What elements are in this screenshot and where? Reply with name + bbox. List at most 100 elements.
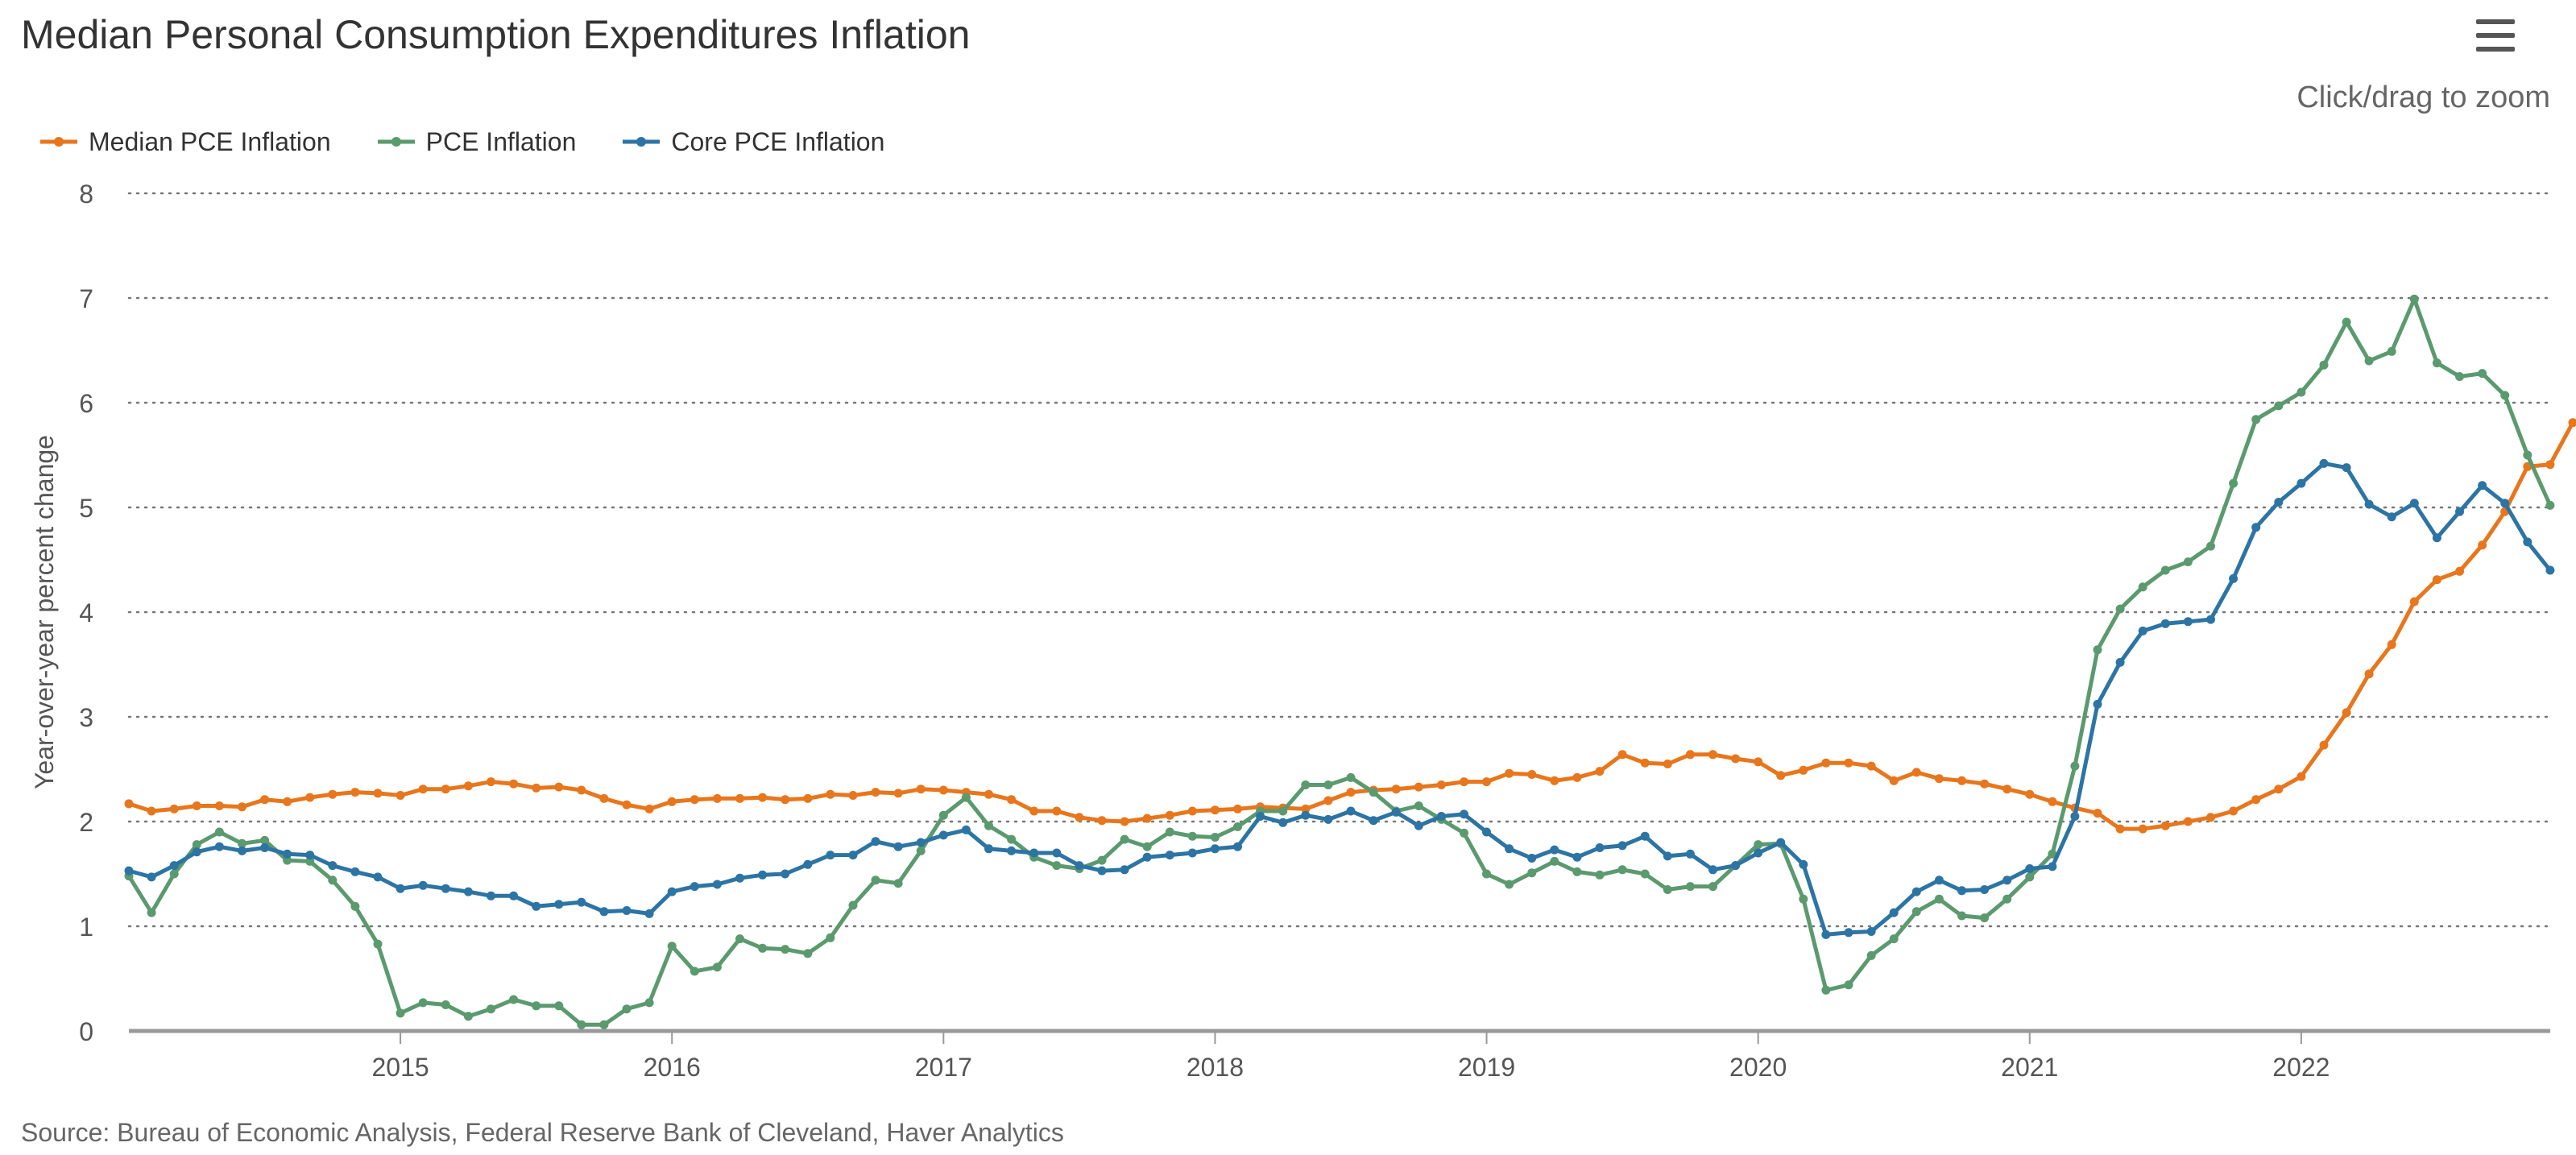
hamburger-menu-icon[interactable] <box>2473 16 2518 55</box>
data-point-pce-inflation <box>1911 907 1921 917</box>
data-point-pce-inflation <box>1640 869 1650 879</box>
data-point-median-pce-inflation <box>2342 708 2351 718</box>
data-point-core-pce-inflation <box>1414 821 1423 830</box>
data-point-core-pce-inflation <box>803 859 813 869</box>
data-point-median-pce-inflation <box>2138 824 2147 834</box>
data-point-median-pce-inflation <box>2093 809 2102 818</box>
data-point-pce-inflation <box>418 998 428 1008</box>
data-point-core-pce-inflation <box>2342 463 2351 473</box>
series-line-core-pce-inflation <box>126 461 2553 937</box>
data-point-median-pce-inflation <box>1934 774 1944 784</box>
data-point-median-pce-inflation <box>1436 780 1446 789</box>
data-point-core-pce-inflation <box>2274 498 2284 507</box>
data-point-pce-inflation <box>214 827 224 837</box>
data-point-median-pce-inflation <box>2251 795 2261 805</box>
data-point-median-pce-inflation <box>916 784 926 794</box>
data-point-pce-inflation <box>984 821 993 830</box>
legend-symbol-core-pce <box>623 137 661 147</box>
legend-item-median-pce[interactable]: Median PCE Inflation <box>39 127 331 157</box>
data-point-pce-inflation <box>938 810 948 820</box>
data-point-median-pce-inflation <box>2409 597 2419 606</box>
data-point-median-pce-inflation <box>826 789 835 799</box>
data-point-core-pce-inflation <box>2002 876 2012 885</box>
data-point-core-pce-inflation <box>554 900 564 909</box>
data-point-core-pce-inflation <box>1029 848 1039 858</box>
data-point-core-pce-inflation <box>2138 626 2147 635</box>
data-point-core-pce-inflation <box>961 825 971 834</box>
data-point-pce-inflation <box>2342 317 2351 327</box>
data-point-core-pce-inflation <box>984 844 993 854</box>
data-point-core-pce-inflation <box>418 880 428 890</box>
legend-item-pce[interactable]: PCE Inflation <box>376 127 576 157</box>
data-point-median-pce-inflation <box>1029 806 1039 816</box>
data-point-median-pce-inflation <box>1007 795 1017 805</box>
data-point-pce-inflation <box>1866 950 1876 960</box>
data-point-pce-inflation <box>1007 834 1017 844</box>
data-point-core-pce-inflation <box>2229 573 2238 583</box>
data-point-pce-inflation <box>2048 849 2057 859</box>
data-point-pce-inflation <box>1685 882 1695 892</box>
data-point-core-pce-inflation <box>1844 928 1853 938</box>
data-point-median-pce-inflation <box>1301 804 1311 813</box>
series-line-median-pce-inflation <box>126 420 2576 831</box>
data-point-median-pce-inflation <box>577 785 586 795</box>
data-point-core-pce-inflation <box>1075 861 1084 871</box>
data-point-median-pce-inflation <box>554 782 564 792</box>
data-point-median-pce-inflation <box>2432 575 2441 585</box>
x-tick-label: 2018 <box>1187 1053 1244 1082</box>
data-point-median-pce-inflation <box>1911 768 1921 777</box>
data-point-core-pce-inflation <box>1301 810 1311 820</box>
data-point-pce-inflation <box>2070 761 2080 771</box>
data-point-median-pce-inflation <box>2319 740 2329 750</box>
data-point-median-pce-inflation <box>938 785 948 795</box>
data-point-core-pce-inflation <box>1911 887 1921 896</box>
data-point-median-pce-inflation <box>1527 770 1537 779</box>
data-point-pce-inflation <box>599 1020 609 1029</box>
chart-title: Median Personal Consumption Expenditures… <box>21 12 971 57</box>
data-point-pce-inflation <box>848 900 858 910</box>
legend-label-median-pce: Median PCE Inflation <box>89 126 331 156</box>
data-point-core-pce-inflation <box>599 907 609 917</box>
data-point-pce-inflation <box>2432 358 2441 368</box>
data-point-pce-inflation <box>1527 868 1537 878</box>
data-point-core-pce-inflation <box>260 843 270 852</box>
data-point-core-pce-inflation <box>712 880 722 889</box>
data-point-pce-inflation <box>1505 880 1514 889</box>
y-tick-label: 5 <box>79 494 93 523</box>
data-point-pce-inflation <box>803 949 813 958</box>
data-point-core-pce-inflation <box>2545 565 2555 575</box>
y-tick-label: 1 <box>79 913 93 942</box>
x-tick-label: 2021 <box>2001 1053 2058 1082</box>
data-point-pce-inflation <box>147 908 156 917</box>
data-point-core-pce-inflation <box>463 887 473 896</box>
data-point-core-pce-inflation <box>1754 848 1763 858</box>
data-point-pce-inflation <box>1323 780 1333 789</box>
y-axis-title: Year-over-year percent change <box>30 435 59 789</box>
data-point-pce-inflation <box>1460 828 1468 838</box>
data-point-pce-inflation <box>463 1012 473 1021</box>
data-point-median-pce-inflation <box>1460 777 1468 787</box>
data-point-core-pce-inflation <box>2070 812 2080 821</box>
x-tick-label: 2022 <box>2272 1053 2330 1082</box>
data-point-core-pce-inflation <box>735 873 744 883</box>
legend-label-core-pce: Core PCE Inflation <box>671 126 885 156</box>
data-point-core-pce-inflation <box>2387 512 2396 522</box>
legend-item-core-pce[interactable]: Core PCE Inflation <box>621 127 884 157</box>
data-point-pce-inflation <box>2387 346 2396 356</box>
data-point-pce-inflation <box>1572 867 1582 876</box>
data-point-pce-inflation <box>1482 869 1491 879</box>
data-point-pce-inflation <box>260 835 270 845</box>
data-point-pce-inflation <box>1550 856 1559 866</box>
data-point-median-pce-inflation <box>1821 758 1831 768</box>
data-point-core-pce-inflation <box>2432 533 2441 543</box>
data-point-pce-inflation <box>2160 565 2170 575</box>
data-point-pce-inflation <box>826 933 835 942</box>
data-point-pce-inflation <box>1663 885 1672 894</box>
data-point-pce-inflation <box>2500 391 2510 400</box>
data-point-core-pce-inflation <box>214 842 224 851</box>
data-point-median-pce-inflation <box>2025 789 2035 799</box>
data-point-median-pce-inflation <box>1617 750 1627 760</box>
data-point-pce-inflation <box>2274 401 2284 411</box>
x-tick-label: 2020 <box>1729 1053 1787 1082</box>
